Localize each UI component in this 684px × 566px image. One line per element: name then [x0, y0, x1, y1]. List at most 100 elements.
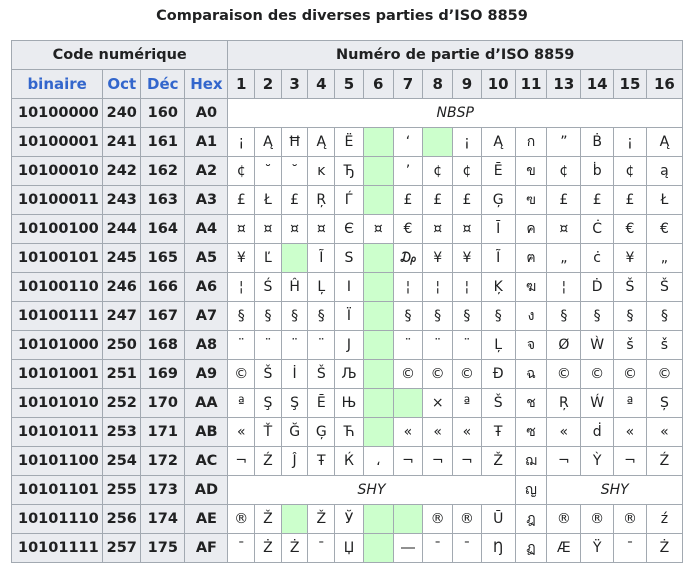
undefined-cell [362, 417, 394, 447]
char-cell: Ї [334, 301, 364, 331]
oct-cell: 256 [102, 504, 142, 534]
oct-cell: 243 [102, 185, 142, 215]
hex-cell: A8 [184, 330, 229, 360]
char-cell: Ľ [254, 243, 282, 273]
char-cell: £ [546, 185, 582, 215]
oct-cell: 241 [102, 127, 142, 157]
char-cell: ¦ [546, 272, 582, 302]
merged-cell: NBSP [227, 98, 683, 128]
char-cell: Ž [480, 446, 516, 476]
char-cell: § [580, 301, 615, 331]
part-6-header: 6 [362, 69, 394, 99]
char-cell: § [422, 301, 454, 331]
char-cell: § [254, 301, 282, 331]
char-cell: Ż [645, 533, 684, 563]
char-cell: Ż [254, 533, 282, 563]
char-cell: ¨ [392, 330, 424, 360]
char-cell: Ḃ [580, 127, 615, 157]
char-cell: ، [362, 446, 394, 476]
binary-cell: 10101100 [10, 446, 104, 476]
char-cell: ฃ [514, 185, 548, 215]
oct-column-header[interactable]: Oct [102, 69, 142, 99]
char-cell: Š [307, 359, 336, 389]
char-cell: Ș [645, 388, 684, 418]
char-cell: ® [546, 504, 582, 534]
hex-cell: AB [184, 417, 229, 447]
char-cell: ¯ [422, 533, 454, 563]
char-cell: Ĩ [307, 243, 336, 273]
table-row: 10100010 242 162 A2 ¢ ˘ ˘ ĸ Ђ’ ¢ ¢ Ē ข ¢ ḃ ¢ ą [10, 156, 684, 186]
char-cell: ª [613, 388, 647, 418]
char-cell: ¨ [452, 330, 482, 360]
char-cell: Ļ [480, 330, 516, 360]
hex-cell: AC [184, 446, 229, 476]
char-cell: ฏ [514, 533, 548, 563]
char-cell: ฉ [514, 359, 548, 389]
char-cell: ¤ [227, 214, 256, 244]
char-cell: ª [227, 388, 256, 418]
char-cell: ฆ [514, 272, 548, 302]
char-cell: ง [514, 301, 548, 331]
char-cell: ¯ [227, 533, 256, 563]
char-cell: ¢ [227, 156, 256, 186]
table-row: 10100001 241 161 A1 ¡ Ą Ħ Ą Ё ‘¡ Ą ก” Ḃ ¡ Ą [10, 127, 684, 157]
dec-cell: 164 [140, 214, 186, 244]
dec-cell: 163 [140, 185, 186, 215]
char-cell: © [645, 359, 684, 389]
char-cell: Ќ [334, 446, 364, 476]
char-cell: Ĩ [480, 243, 516, 273]
char-cell: Ļ [307, 272, 336, 302]
char-cell: ® [422, 504, 454, 534]
binary-cell: 10101001 [10, 359, 104, 389]
char-cell: ź [645, 504, 684, 534]
hex-column-header[interactable]: Hex [184, 69, 229, 99]
char-cell: Ѓ [334, 185, 364, 215]
char-cell: Ċ [580, 214, 615, 244]
char-cell: § [546, 301, 582, 331]
char-cell: ¯ [452, 533, 482, 563]
char-cell: ¯ [613, 533, 647, 563]
binary-column-header[interactable]: binaire [10, 69, 104, 99]
undefined-cell [280, 504, 309, 534]
dec-cell: 160 [140, 98, 186, 128]
char-cell: ‘ [392, 127, 424, 157]
char-cell: ® [452, 504, 482, 534]
char-cell: § [227, 301, 256, 331]
table-caption: Comparaison des diverses parties d’ISO 8… [156, 8, 528, 24]
part-9-header: 9 [452, 69, 482, 99]
binary-cell: 10100111 [10, 301, 104, 331]
oct-cell: 246 [102, 272, 142, 302]
char-cell: Ø [546, 330, 582, 360]
char-cell: Ј [334, 330, 364, 360]
char-cell: จ [514, 330, 548, 360]
char-cell: ¨ [254, 330, 282, 360]
char-cell: ¤ [280, 214, 309, 244]
char-cell: Đ [480, 359, 516, 389]
part-7-header: 7 [392, 69, 424, 99]
undefined-cell [362, 504, 394, 534]
char-cell: £ [392, 185, 424, 215]
undefined-cell [362, 272, 394, 302]
hex-cell: A2 [184, 156, 229, 186]
char-cell: Ĵ [280, 446, 309, 476]
char-cell: Ў [334, 504, 364, 534]
char-cell: £ [280, 185, 309, 215]
undefined-cell [362, 533, 394, 563]
merged-cell: SHY [227, 475, 516, 505]
hex-cell: A3 [184, 185, 229, 215]
char-cell: Ẁ [580, 330, 615, 360]
undefined-cell [280, 243, 309, 273]
char-cell: « [392, 417, 424, 447]
char-cell: ¬ [422, 446, 454, 476]
char-cell: § [392, 301, 424, 331]
char-cell: Ū [480, 504, 516, 534]
char-cell: ¤ [546, 214, 582, 244]
oct-cell: 245 [102, 243, 142, 273]
part-13-header: 13 [546, 69, 582, 99]
char-cell: Ģ [480, 185, 516, 215]
char-cell: ¢ [546, 156, 582, 186]
char-cell: Ÿ [580, 533, 615, 563]
char-cell: ˘ [280, 156, 309, 186]
dec-column-header[interactable]: Déc [140, 69, 186, 99]
char-cell: Ş [254, 388, 282, 418]
